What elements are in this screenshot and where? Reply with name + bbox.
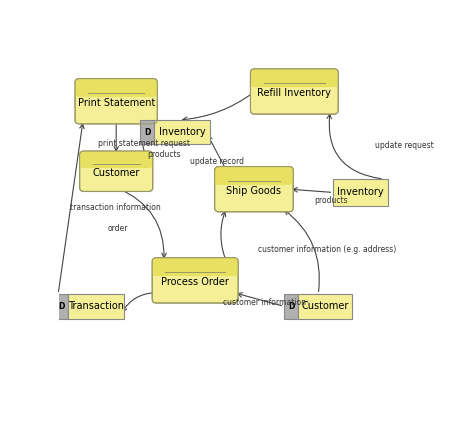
Text: Process Order: Process Order — [161, 277, 229, 287]
FancyBboxPatch shape — [250, 69, 338, 114]
FancyBboxPatch shape — [152, 258, 238, 303]
FancyBboxPatch shape — [215, 167, 293, 212]
Bar — [68, 294, 124, 319]
FancyBboxPatch shape — [80, 151, 153, 168]
FancyBboxPatch shape — [215, 167, 293, 185]
Text: transaction information: transaction information — [70, 203, 160, 212]
Text: update request: update request — [375, 141, 434, 150]
Text: Print Statement: Print Statement — [78, 98, 155, 108]
Bar — [140, 120, 154, 144]
Text: Inventory: Inventory — [159, 127, 205, 137]
Text: Inventory: Inventory — [337, 187, 384, 198]
Text: customer information: customer information — [223, 298, 307, 307]
Bar — [333, 179, 388, 206]
Text: customer information (e.g. address): customer information (e.g. address) — [258, 245, 397, 254]
Text: Customer: Customer — [92, 168, 140, 178]
Text: order: order — [108, 224, 128, 233]
Text: update record: update record — [190, 157, 244, 166]
FancyBboxPatch shape — [75, 79, 157, 124]
Text: products: products — [314, 196, 348, 205]
Text: products: products — [147, 151, 181, 159]
Bar — [154, 120, 210, 144]
Text: D: D — [288, 302, 294, 311]
Text: Refill Inventory: Refill Inventory — [257, 88, 331, 98]
Text: D: D — [144, 128, 150, 137]
Text: Transaction: Transaction — [68, 302, 124, 311]
FancyBboxPatch shape — [152, 258, 238, 276]
Bar — [284, 294, 298, 319]
FancyBboxPatch shape — [75, 79, 157, 97]
Text: Customer: Customer — [301, 302, 349, 311]
FancyBboxPatch shape — [250, 69, 338, 87]
FancyBboxPatch shape — [80, 151, 153, 192]
Text: Ship Goods: Ship Goods — [227, 186, 282, 196]
Text: D: D — [58, 302, 64, 311]
Text: print statement request: print statement request — [98, 140, 190, 148]
Bar — [55, 294, 68, 319]
Bar — [298, 294, 352, 319]
